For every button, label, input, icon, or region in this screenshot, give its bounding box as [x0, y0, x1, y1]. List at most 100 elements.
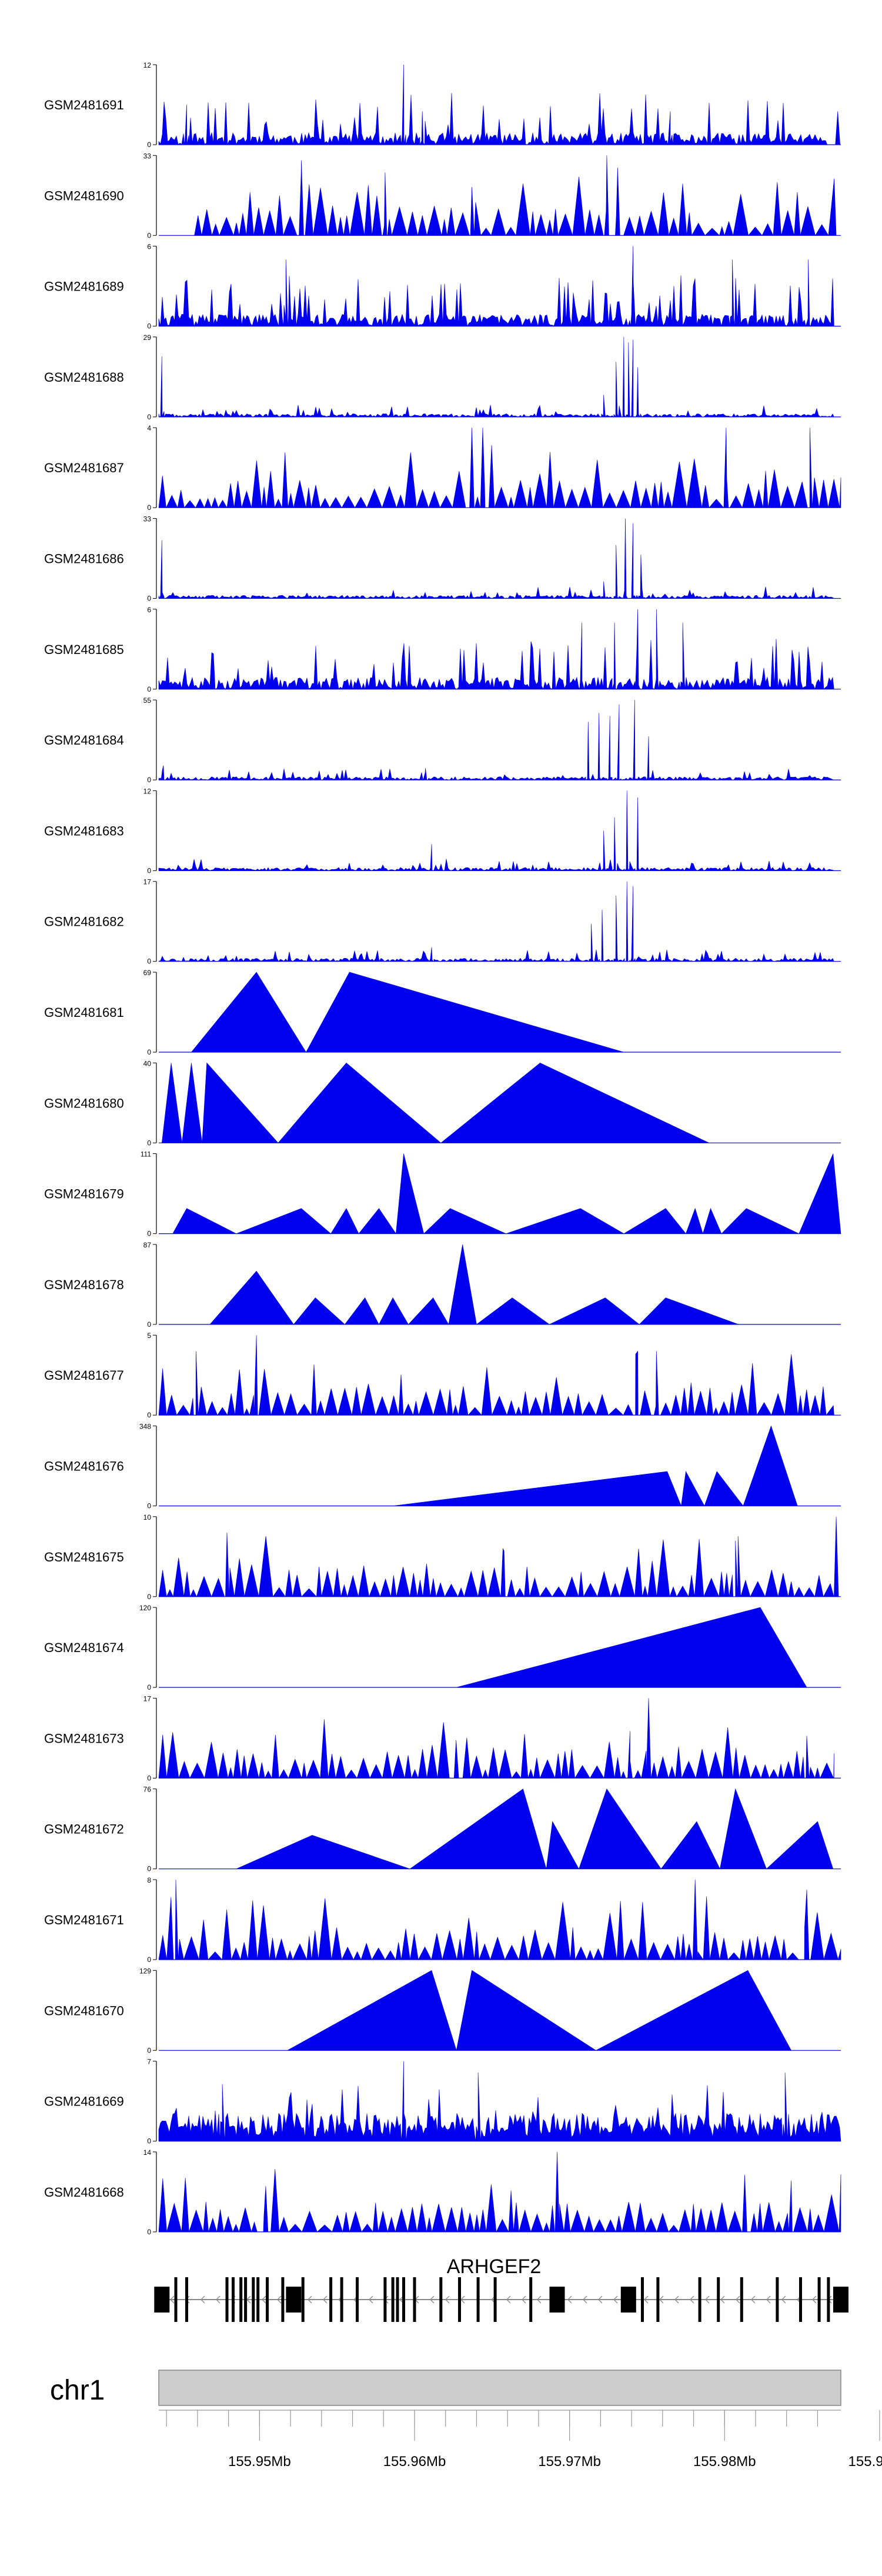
coverage-area: [158, 2061, 841, 2141]
coverage-area: [158, 700, 834, 781]
strand-arrow: [674, 2295, 679, 2304]
exon: [391, 2277, 395, 2322]
track-label: GSM2481680: [44, 1096, 124, 1110]
track-GSM2481672: GSM2481672 76 0: [44, 1786, 841, 1873]
track-label: GSM2481685: [44, 642, 124, 657]
y-axis-min-label: 0: [147, 1593, 151, 1601]
track-label: GSM2481681: [44, 1005, 124, 1020]
exon: [286, 2287, 302, 2313]
exon: [549, 2287, 565, 2313]
y-axis-min-label: 0: [147, 957, 151, 966]
y-axis-min-label: 0: [147, 1411, 151, 1419]
y-axis-min-label: 0: [147, 2228, 151, 2236]
track-label: GSM2481676: [44, 1459, 124, 1474]
coverage-area: [158, 1516, 839, 1597]
y-axis-min-label: 0: [147, 1683, 151, 1691]
coverage-area: [158, 881, 834, 962]
track-GSM2481691: GSM2481691 12 0: [44, 61, 841, 149]
exon: [266, 2277, 269, 2322]
exon: [717, 2277, 720, 2322]
track-label: GSM2481668: [44, 2185, 124, 2200]
y-axis-min-label: 0: [147, 503, 151, 512]
coverage-area: [158, 1698, 834, 1779]
y-axis-min-label: 0: [147, 1502, 151, 1510]
y-axis-max-label: 348: [139, 1423, 151, 1431]
exon: [396, 2277, 399, 2322]
y-axis-max-label: 29: [143, 333, 152, 342]
exon: [827, 2277, 830, 2322]
track-GSM2481669: GSM2481669 7 0: [44, 2058, 841, 2145]
y-axis-max-label: 129: [139, 1967, 151, 1975]
coverage-area: [158, 790, 834, 872]
strand-arrow: [216, 2295, 220, 2304]
track-GSM2481683: GSM2481683 12 0: [44, 787, 841, 875]
y-axis-min-label: 0: [147, 2137, 151, 2145]
track-label: GSM2481671: [44, 1913, 124, 1927]
exon: [225, 2277, 229, 2322]
coverage-area: [286, 1970, 792, 2051]
track-label: GSM2481679: [44, 1187, 124, 1202]
exon: [174, 2277, 178, 2322]
coverage-area: [456, 1607, 807, 1688]
exon: [740, 2277, 743, 2322]
coverage-area: [191, 972, 624, 1053]
exon: [256, 2277, 260, 2322]
y-axis-max-label: 6: [147, 606, 151, 614]
track-GSM2481687: GSM2481687 4 0: [44, 424, 841, 512]
strand-arrow: [659, 2295, 664, 2304]
strand-arrow: [323, 2295, 328, 2304]
y-axis-max-label: 12: [143, 61, 152, 69]
strand-arrow: [170, 2295, 175, 2304]
strand-arrow: [781, 2295, 786, 2304]
track-label: GSM2481682: [44, 915, 124, 929]
chromosome-label: chr1: [50, 2375, 105, 2406]
y-axis-min-label: 0: [147, 776, 151, 784]
y-axis-min-label: 0: [147, 322, 151, 331]
track-label: GSM2481673: [44, 1731, 124, 1746]
y-axis-max-label: 76: [143, 1786, 152, 1794]
exon: [493, 2277, 497, 2322]
exon: [244, 2277, 248, 2322]
track-label: GSM2481669: [44, 2094, 124, 2109]
strand-arrow: [430, 2295, 435, 2304]
track-GSM2481668: GSM2481668 14 0: [44, 2148, 841, 2236]
exon: [656, 2277, 660, 2322]
coverage-area: [158, 246, 834, 327]
axis-tick-label: 155.99Mb: [848, 2454, 882, 2470]
track-GSM2481676: GSM2481676 348 0: [44, 1423, 841, 1510]
y-axis-min-label: 0: [147, 1230, 151, 1238]
y-axis-max-label: 40: [143, 1059, 152, 1067]
y-axis-max-label: 33: [143, 152, 152, 160]
exon: [340, 2277, 343, 2322]
y-axis-max-label: 33: [143, 515, 152, 523]
exon: [383, 2277, 387, 2322]
y-axis-max-label: 17: [143, 1694, 152, 1703]
exon: [301, 2277, 305, 2322]
coverage-area: [209, 1244, 739, 1325]
exon: [458, 2277, 461, 2322]
exon: [817, 2277, 821, 2322]
y-axis-max-label: 69: [143, 969, 152, 977]
exon: [252, 2277, 255, 2322]
y-axis-min-label: 0: [147, 1956, 151, 1964]
coverage-area: [236, 1788, 834, 1869]
strand-arrow: [690, 2295, 694, 2304]
track-GSM2481677: GSM2481677 5 0: [44, 1332, 841, 1419]
coverage-area: [158, 336, 834, 418]
y-axis-min-label: 0: [147, 141, 151, 149]
exon: [185, 2277, 188, 2322]
axis-tick-label: 155.95Mb: [228, 2454, 291, 2470]
exon: [329, 2277, 333, 2322]
track-label: GSM2481686: [44, 552, 124, 566]
track-GSM2481679: GSM2481679 111 0: [44, 1150, 841, 1238]
y-axis-max-label: 7: [147, 2058, 151, 2066]
track-GSM2481690: GSM2481690 33 0: [44, 152, 841, 239]
y-axis-min-label: 0: [147, 866, 151, 875]
strand-arrow: [537, 2295, 542, 2304]
y-axis-min-label: 0: [147, 1320, 151, 1329]
coverage-area: [158, 609, 834, 690]
track-label: GSM2481689: [44, 279, 124, 294]
ideogram-track: chr1 155.95Mb 155.96Mb 155.97Mb 155.98Mb 155.…: [50, 2370, 882, 2470]
track-GSM2481686: GSM2481686 33 0: [44, 515, 841, 603]
y-axis-max-label: 12: [143, 787, 152, 795]
